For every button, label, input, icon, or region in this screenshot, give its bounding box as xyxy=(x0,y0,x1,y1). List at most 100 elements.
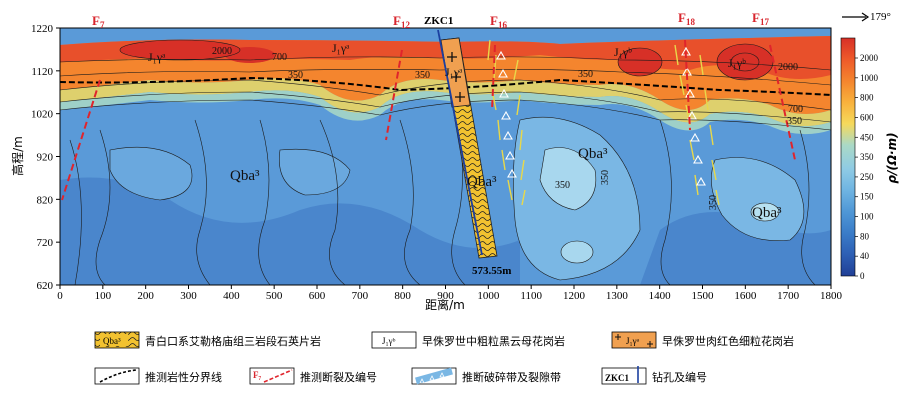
isoline-label: 2000 xyxy=(778,62,798,73)
colorbar-tick-label: 250 xyxy=(860,172,874,182)
y-tick-label: 920 xyxy=(37,152,54,164)
y-tick-label: 820 xyxy=(37,194,54,206)
legend: Qba³ 青白口系艾勒格庙组三岩段石英片岩 J₁γᵇ 早侏罗世中粗粒黑云母花岗岩… xyxy=(94,331,794,385)
x-tick-label: 0 xyxy=(57,290,63,302)
colorbar: 2000 1000 800 600 450 350 250 150 100 80 40 0 ρ/(Ω·… xyxy=(840,37,899,281)
legend-item-fracture: 推断破碎带及裂隙带 xyxy=(411,367,561,385)
legend-item-qba: Qba³ 青白口系艾勒格庙组三岩段石英片岩 xyxy=(94,331,321,349)
x-tick-label: 1200 xyxy=(563,290,586,302)
mid-resistivity-zone xyxy=(711,157,804,241)
legend-swatch-bg xyxy=(100,334,128,346)
isoline-label: 350 xyxy=(288,70,303,81)
legend-item-j1ga: J₁γᵃ 早侏罗世肉红色细粒花岗岩 xyxy=(611,331,794,349)
isoline-label: 700 xyxy=(272,52,287,63)
legend-swatch xyxy=(601,367,647,385)
legend-swatch-label: Qba³ xyxy=(103,336,121,346)
fracture-zone xyxy=(487,39,526,206)
mid-resistivity-zone xyxy=(279,149,350,195)
isoline-label: 350 xyxy=(555,180,570,191)
azimuth-indicator: 179° xyxy=(842,11,891,23)
x-tick-label: 1800 xyxy=(820,290,843,302)
isoline-label: 350 xyxy=(578,69,593,80)
fault-label-f16: F16 xyxy=(490,13,507,30)
x-tick-label: 1000 xyxy=(477,290,500,302)
legend-text: 早侏罗世中粗粒黑云母花岗岩 xyxy=(422,334,565,348)
x-tick-label: 1100 xyxy=(520,290,542,302)
fault-label-letter: F xyxy=(92,13,100,28)
colorbar-tick-label: 40 xyxy=(860,251,870,261)
fault-label-f17: F17 xyxy=(752,10,769,27)
colorbar-tick-label: 350 xyxy=(860,152,874,162)
legend-swatch xyxy=(371,331,417,349)
isoline-label: 2000 xyxy=(212,46,232,57)
azimuth-label: 179° xyxy=(870,11,891,23)
x-axis-ticks: 0 100 200 300 400 500 600 700 800 900 1000 1100 1200… xyxy=(57,285,843,302)
fault-label-num: 7 xyxy=(100,20,105,30)
plot-area xyxy=(60,28,831,285)
unit-label: Qba³ xyxy=(467,174,497,190)
high-resistivity-zone xyxy=(225,47,275,63)
x-tick-label: 900 xyxy=(437,290,454,302)
colorbar-tick-label: 1000 xyxy=(860,73,879,83)
x-tick-label: 1600 xyxy=(734,290,757,302)
isoline-label: 350 xyxy=(787,116,802,127)
fault-label-num: 12 xyxy=(401,20,411,30)
colorbar-title: ρ/(Ω·m) xyxy=(885,132,899,183)
x-tick-label: 800 xyxy=(394,290,411,302)
legend-swatch xyxy=(94,367,140,385)
fault-f12 xyxy=(385,49,403,141)
y-tick-label: 720 xyxy=(37,237,54,249)
granite-symbols xyxy=(447,52,465,102)
borehole-label: ZKC1 xyxy=(424,15,453,27)
fault-label-letter: F xyxy=(393,13,401,28)
transition-zone xyxy=(60,90,831,135)
y-tick-label: 620 xyxy=(37,280,54,292)
colorbar-tick-label: 150 xyxy=(860,192,874,202)
y-tick-label: 1020 xyxy=(31,109,54,121)
fault-label-num: 17 xyxy=(760,17,770,27)
x-tick-label: 300 xyxy=(180,290,197,302)
colorbar-tick-label: 100 xyxy=(860,212,874,222)
fault-label-f18: F18 xyxy=(678,10,695,27)
lithologic-boundary xyxy=(60,76,831,96)
unit-label: J₁γᵃ xyxy=(332,41,350,55)
faults xyxy=(61,39,796,201)
x-tick-label: 1700 xyxy=(777,290,800,302)
x-tick-label: 1400 xyxy=(649,290,672,302)
legend-text: 青白口系艾勒格庙组三岩段石英片岩 xyxy=(145,334,321,348)
fault-f7 xyxy=(61,79,101,201)
isoline-label: 350 xyxy=(415,70,430,81)
high-resistivity-zone xyxy=(120,40,240,60)
unit-label: J₁γᵃ xyxy=(445,65,463,79)
x-tick-label: 200 xyxy=(137,290,154,302)
x-tick-label: 500 xyxy=(266,290,283,302)
legend-swatch xyxy=(249,367,295,385)
mid-resistivity-zone xyxy=(540,147,596,210)
legend-swatch-label: J₁γᵇ xyxy=(382,336,396,346)
fault-f17 xyxy=(769,44,796,161)
x-tick-label: 700 xyxy=(352,290,369,302)
legend-text: 推测岩性分界线 xyxy=(145,370,222,384)
legend-granite-symbols xyxy=(615,334,653,347)
unit-label: Qba³ xyxy=(230,168,260,184)
legend-boundary-line xyxy=(99,369,137,383)
legend-text: 早侏罗世肉红色细粒花岗岩 xyxy=(662,334,794,348)
colorbar-tick-label: 450 xyxy=(860,132,874,142)
colorbar-gradient xyxy=(840,37,856,277)
legend-text: 推断破碎带及裂隙带 xyxy=(462,370,561,384)
legend-swatch-label: J₁γᵃ xyxy=(626,336,640,346)
x-tick-label: 600 xyxy=(309,290,326,302)
unit-label: J₁γᵃ xyxy=(148,50,166,64)
colorbar-tick-label: 800 xyxy=(860,93,874,103)
legend-swatch xyxy=(611,331,657,349)
legend-text: 钻孔及编号 xyxy=(652,370,707,384)
isoline-label: 350 xyxy=(708,195,719,210)
colorbar-tick-label: 2000 xyxy=(860,53,879,63)
mid-resistivity-zone xyxy=(110,147,192,200)
high-resistivity-zone xyxy=(717,44,773,80)
fault-f18 xyxy=(684,39,691,131)
legend-item-fault: F₇ 推测断裂及编号 xyxy=(249,367,377,385)
mid-resistivity-zone xyxy=(751,203,779,221)
unit-label: J₁γᵇ xyxy=(728,56,746,70)
